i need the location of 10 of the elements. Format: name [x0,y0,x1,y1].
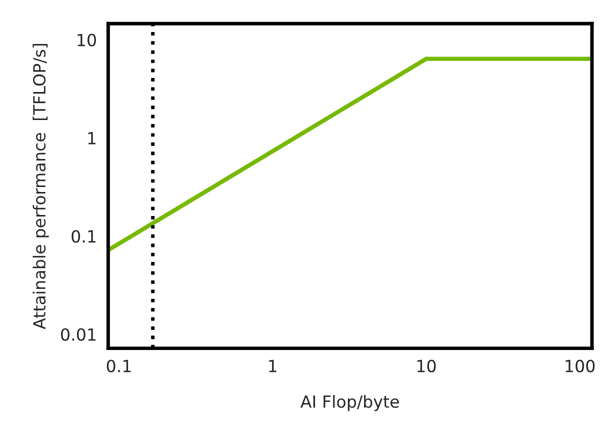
x-tick-label: 1 [269,360,276,372]
y-tick-label: 1 [88,132,96,144]
y-tick-label: 0.1 [72,230,96,243]
x-tick-label: 10 [417,360,436,372]
y-axis-title: Attainable performance [TFLOP/s] [32,44,49,330]
x-tick-label: 100 [566,360,595,372]
y-tick-label: 0.01 [61,328,96,341]
y-tick-label: 10 [78,34,96,46]
x-axis-title: AI Flop/byte [300,394,399,412]
x-tick-label: 0.1 [106,360,131,372]
